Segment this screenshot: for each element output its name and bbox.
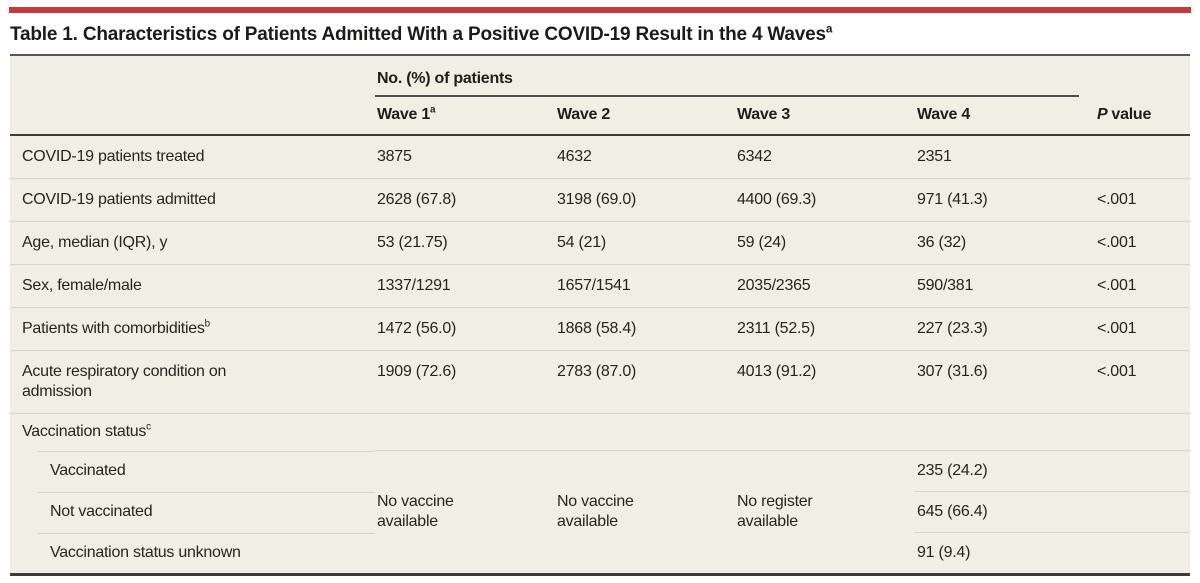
accent-bar [9, 7, 1191, 13]
cell-wave-2: 54 (21) [555, 221, 735, 265]
cell-wave-1: 3875 [375, 134, 555, 179]
cell-wave-4: 36 (32) [915, 221, 1095, 265]
cell-p-value: <.001 [1095, 307, 1190, 351]
cell-p-value [1095, 532, 1190, 575]
cell-wave-1: 2628 (67.8) [375, 178, 555, 222]
cell-wave-4: 307 (31.6) [915, 350, 1095, 414]
p-value-italic-p: P [1097, 106, 1108, 123]
table-row-vaccinated: Vaccinated No vaccine available No vacci… [10, 450, 1190, 575]
table-row-not-vaccinated: Not vaccinated 645 (66.4) [10, 491, 1190, 533]
group-header-label: No. (%) of patients [375, 70, 1079, 97]
table-row-vaccination-unknown: Vaccination status unknown 91 (9.4) [10, 532, 1190, 575]
section-row-vaccination-status: Vaccination statusc [10, 413, 1190, 451]
cell-wave-1: 1909 (72.6) [375, 350, 555, 414]
row-label: COVID-19 patients treated [10, 134, 375, 179]
cell-p-value: <.001 [1095, 221, 1190, 265]
group-header-row: No. (%) of patients [10, 55, 1190, 97]
group-header-spacer [10, 55, 375, 97]
table-row-patients-admitted: COVID-19 patients admitted 2628 (67.8) 3… [10, 178, 1190, 222]
cell-wave-2: 2783 (87.0) [555, 350, 735, 414]
merged-cell-wave-1: No vaccine available [375, 450, 555, 575]
table-title-text: Table 1. Characteristics of Patients Adm… [10, 24, 826, 45]
cell-wave-2: 4632 [555, 134, 735, 179]
merged-cell-wave-2: No vaccine available [555, 450, 735, 575]
cell-wave-1: 53 (21.75) [375, 221, 555, 265]
table-row-comorbidities: Patients with comorbiditiesb 1472 (56.0)… [10, 307, 1190, 351]
table-row-patients-treated: COVID-19 patients treated 3875 4632 6342… [10, 134, 1190, 179]
p-value-rest: value [1111, 106, 1152, 123]
cell-wave-3: 6342 [735, 134, 915, 179]
cell-wave-4: 645 (66.4) [915, 491, 1095, 533]
cell-wave-3: 2035/2365 [735, 264, 915, 308]
row-label: COVID-19 patients admitted [10, 178, 375, 222]
merged-cell-wave-3: No register available [735, 450, 915, 575]
row-label: Patients with comorbiditiesb [10, 307, 375, 351]
table-title-footnote-marker: a [825, 22, 833, 36]
subrow-label: Vaccination status unknown [10, 532, 375, 575]
cell-p-value [1095, 450, 1190, 492]
group-header-spacer-right [1095, 55, 1190, 97]
table-row-age: Age, median (IQR), y 53 (21.75) 54 (21) … [10, 221, 1190, 265]
column-header-wave-4: Wave 4 [915, 97, 1095, 136]
cell-wave-4: 2351 [915, 134, 1095, 179]
wave-4-label: Wave 4 [917, 106, 971, 123]
cell-wave-4: 971 (41.3) [915, 178, 1095, 222]
subrow-label: Vaccinated [10, 450, 375, 492]
cell-wave-4: 227 (23.3) [915, 307, 1095, 351]
cell-wave-1: 1337/1291 [375, 264, 555, 308]
vaccination-footnote-marker: c [146, 421, 151, 433]
comorbidities-footnote-marker: b [204, 318, 211, 330]
cell-wave-4: 590/381 [915, 264, 1095, 308]
wave-2-label: Wave 2 [557, 106, 611, 123]
subrow-label: Not vaccinated [10, 491, 375, 533]
cell-wave-2: 3198 (69.0) [555, 178, 735, 222]
cell-wave-4: 91 (9.4) [915, 532, 1095, 575]
cell-wave-2: 1868 (58.4) [555, 307, 735, 351]
row-label: Age, median (IQR), y [10, 221, 375, 265]
column-header-wave-1: Wave 1a [375, 97, 555, 136]
cell-wave-1: 1472 (56.0) [375, 307, 555, 351]
cell-p-value [1095, 134, 1190, 179]
table-row-acute-respiratory: Acute respiratory condition on admission… [10, 350, 1190, 414]
table-row-sex: Sex, female/male 1337/1291 1657/1541 203… [10, 264, 1190, 308]
cell-wave-2: 1657/1541 [555, 264, 735, 308]
cell-wave-4: 235 (24.2) [915, 450, 1095, 492]
characteristics-table: No. (%) of patients Wave 1a Wave 2 Wave … [10, 54, 1190, 576]
wave-1-footnote-marker: a [430, 104, 436, 116]
group-header-cell: No. (%) of patients [375, 55, 1095, 97]
cell-wave-3: 59 (24) [735, 221, 915, 265]
cell-p-value: <.001 [1095, 350, 1190, 414]
column-header-wave-2: Wave 2 [555, 97, 735, 136]
wave-1-label: Wave 1 [377, 106, 431, 123]
cell-wave-3: 4013 (91.2) [735, 350, 915, 414]
cell-wave-3: 2311 (52.5) [735, 307, 915, 351]
cell-p-value: <.001 [1095, 178, 1190, 222]
row-label: Acute respiratory condition on admission [10, 350, 375, 414]
column-header-wave-3: Wave 3 [735, 97, 915, 136]
cell-p-value: <.001 [1095, 264, 1190, 308]
wave-3-label: Wave 3 [737, 106, 791, 123]
table-title: Table 1. Characteristics of Patients Adm… [10, 22, 1190, 46]
cell-wave-3: 4400 (69.3) [735, 178, 915, 222]
row-label: Sex, female/male [10, 264, 375, 308]
cell-p-value [1095, 491, 1190, 533]
column-header-characteristic [10, 97, 375, 136]
section-label: Vaccination statusc [10, 413, 1190, 451]
